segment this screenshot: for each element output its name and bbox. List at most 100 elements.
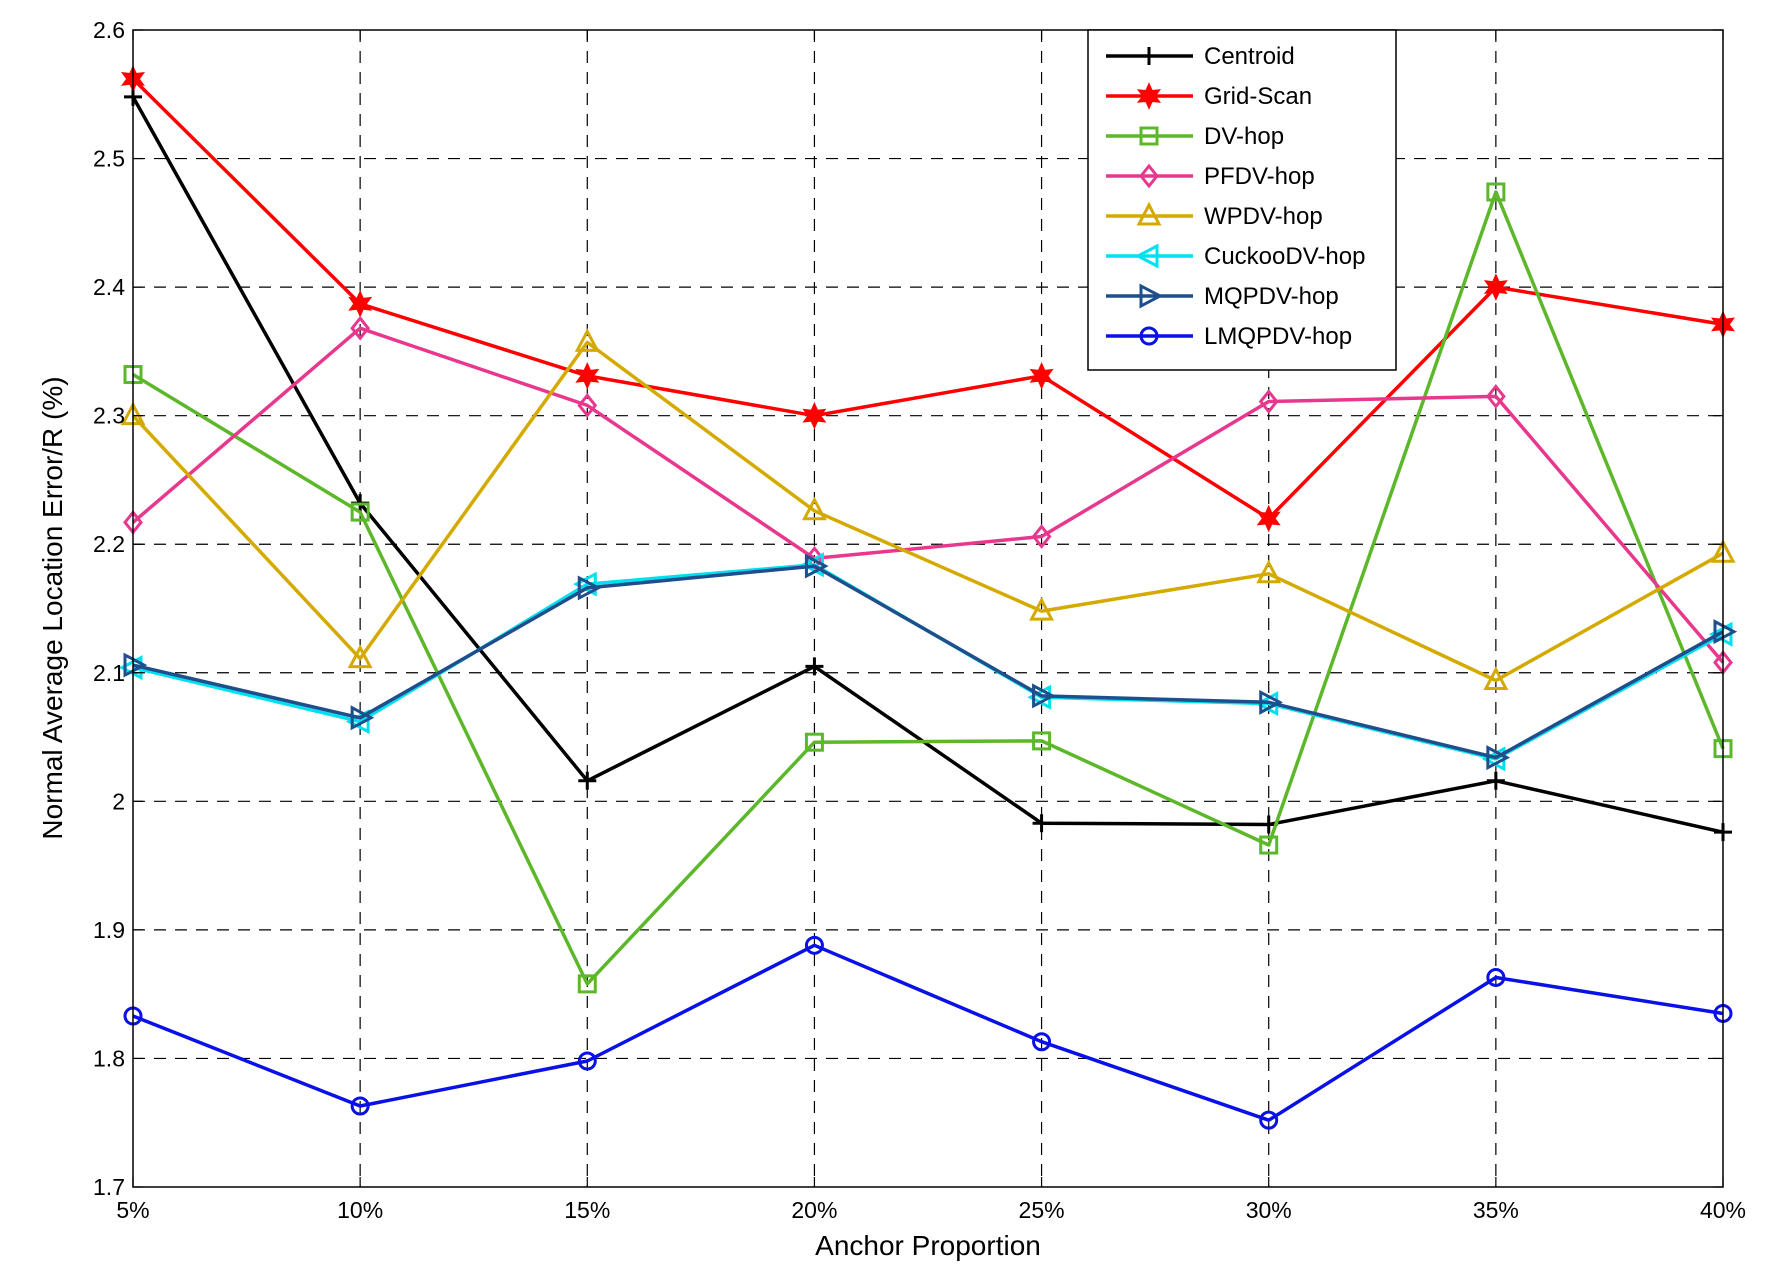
data-point-dv-hop bbox=[577, 974, 597, 994]
legend-item-wpdv-hop: WPDV-hop bbox=[1106, 201, 1323, 230]
axes: 5% 10% 15% 20% 25% 30% 35% 40% 1.7 1.8 1.9 2 2.1 2.2 2… bbox=[93, 17, 1746, 1223]
legend-label: PFDV-hop bbox=[1204, 163, 1315, 190]
series-line-dv-hop bbox=[132, 190, 1725, 986]
legend-item-centroid: Centroid bbox=[1106, 43, 1295, 70]
data-point-centroid bbox=[1032, 814, 1051, 833]
x-tick-label: 5% bbox=[116, 1197, 149, 1223]
legend-item-cuckoodv-hop: CuckooDV-hop bbox=[1106, 243, 1365, 270]
y-tick-label: 1.8 bbox=[93, 1045, 125, 1071]
data-point-centroid bbox=[1486, 771, 1505, 790]
x-tick-label: 40% bbox=[1700, 1197, 1746, 1223]
legend-marker bbox=[1134, 243, 1159, 269]
data-point-dv-hop bbox=[1032, 731, 1052, 751]
x-tick-label: 10% bbox=[337, 1197, 383, 1223]
series-line-cuckoodv-hop bbox=[132, 563, 1724, 761]
legend: Centroid Grid-Scan DV-hop PFDV-hop WPDV-hop C… bbox=[1087, 29, 1397, 371]
series-wpdv-hop bbox=[120, 328, 1736, 690]
x-tick-label: 20% bbox=[791, 1197, 837, 1223]
legend-item-mqpdv-hop: MQPDV-hop bbox=[1106, 283, 1339, 310]
legend-label: DV-hop bbox=[1204, 123, 1284, 150]
x-tick-label: 30% bbox=[1246, 1197, 1292, 1223]
legend-item-dv-hop: DV-hop bbox=[1106, 123, 1284, 150]
data-point-mqpdv-hop bbox=[1486, 745, 1511, 771]
legend-item-pfdv-hop: PFDV-hop bbox=[1106, 163, 1315, 190]
y-axis-label: Normal Average Location Error/R (%) bbox=[37, 376, 68, 839]
data-point-dv-hop bbox=[804, 732, 824, 752]
y-tick-label: 2.2 bbox=[93, 531, 125, 557]
series-line-centroid bbox=[131, 95, 1724, 834]
legend-item-lmqpdv-hop: LMQPDV-hop bbox=[1106, 323, 1352, 350]
series-lmqpdv-hop bbox=[123, 935, 1733, 1130]
legend-marker bbox=[1139, 126, 1159, 146]
series-mqpdv-hop bbox=[123, 553, 1738, 771]
x-tick-label: 25% bbox=[1019, 1197, 1065, 1223]
data-point-grid-scan bbox=[1483, 273, 1508, 301]
data-point-mqpdv-hop bbox=[1259, 689, 1283, 715]
series-line-pfdv-hop bbox=[131, 326, 1725, 664]
data-point-grid-scan bbox=[348, 289, 373, 318]
data-point-grid-scan bbox=[575, 361, 600, 390]
data-point-centroid bbox=[805, 657, 824, 676]
series-group bbox=[118, 65, 1738, 1130]
data-point-grid-scan bbox=[802, 401, 827, 430]
data-point-mqpdv-hop bbox=[577, 575, 602, 601]
data-point-pfdv-hop bbox=[1485, 383, 1506, 409]
data-point-centroid bbox=[578, 771, 597, 790]
y-tick-label: 2.1 bbox=[93, 660, 125, 686]
series-line-mqpdv-hop bbox=[132, 564, 1724, 760]
y-tick-label: 2.6 bbox=[93, 17, 125, 43]
data-point-pfdv-hop bbox=[577, 392, 598, 418]
legend-item-grid-scan: Grid-Scan bbox=[1106, 82, 1312, 110]
legend-label: Centroid bbox=[1204, 43, 1295, 70]
series-line-wpdv-hop bbox=[131, 340, 1724, 683]
legend-marker bbox=[1139, 326, 1159, 346]
data-point-wpdv-hop bbox=[1256, 559, 1282, 584]
legend-marker bbox=[1136, 82, 1162, 110]
y-tick-label: 2.3 bbox=[93, 403, 125, 429]
series-line-lmqpdv-hop bbox=[132, 943, 1724, 1122]
data-point-mqpdv-hop bbox=[804, 553, 829, 579]
data-point-grid-scan bbox=[1256, 504, 1281, 533]
legend-label: MQPDV-hop bbox=[1204, 283, 1339, 310]
data-point-lmqpdv-hop bbox=[577, 1051, 597, 1071]
x-tick-label: 15% bbox=[564, 1197, 610, 1223]
x-tick-label: 35% bbox=[1473, 1197, 1519, 1223]
data-point-pfdv-hop bbox=[1031, 524, 1052, 549]
data-point-mqpdv-hop bbox=[1713, 619, 1738, 645]
series-pfdv-hop bbox=[123, 315, 1733, 675]
data-point-dv-hop bbox=[1259, 835, 1279, 855]
y-tick-label: 2.5 bbox=[93, 146, 125, 172]
legend-label: WPDV-hop bbox=[1204, 203, 1323, 230]
data-point-mqpdv-hop bbox=[1032, 683, 1056, 709]
data-point-grid-scan bbox=[1029, 361, 1054, 390]
legend-label: Grid-Scan bbox=[1204, 83, 1312, 110]
legend-marker bbox=[1139, 283, 1164, 309]
data-point-pfdv-hop bbox=[1258, 389, 1279, 414]
legend-marker bbox=[1136, 201, 1162, 226]
data-point-lmqpdv-hop bbox=[804, 935, 824, 955]
data-point-mqpdv-hop bbox=[350, 705, 375, 731]
data-point-dv-hop bbox=[350, 502, 370, 522]
legend-marker bbox=[1139, 163, 1159, 189]
data-point-pfdv-hop bbox=[350, 315, 371, 341]
series-line-grid-scan bbox=[131, 77, 1724, 521]
data-point-lmqpdv-hop bbox=[1486, 967, 1506, 987]
data-point-lmqpdv-hop bbox=[350, 1096, 370, 1116]
y-tick-label: 1.7 bbox=[93, 1174, 125, 1200]
legend-label: CuckooDV-hop bbox=[1204, 243, 1365, 270]
data-point-lmqpdv-hop bbox=[1259, 1110, 1279, 1130]
y-tick-label: 1.9 bbox=[93, 917, 125, 943]
legend-label: LMQPDV-hop bbox=[1204, 323, 1352, 350]
data-point-dv-hop bbox=[1486, 182, 1506, 202]
y-tick-label: 2.4 bbox=[93, 274, 125, 300]
data-point-wpdv-hop bbox=[347, 644, 373, 669]
data-point-wpdv-hop bbox=[801, 496, 827, 521]
legend-marker bbox=[1140, 47, 1158, 65]
series-cuckoodv-hop bbox=[118, 552, 1733, 772]
series-grid-scan bbox=[120, 65, 1736, 533]
legend-box bbox=[1087, 29, 1397, 371]
data-point-mqpdv-hop bbox=[123, 652, 148, 678]
x-axis-label: Anchor Proportion bbox=[815, 1230, 1041, 1261]
grid-lines bbox=[133, 30, 1723, 1187]
